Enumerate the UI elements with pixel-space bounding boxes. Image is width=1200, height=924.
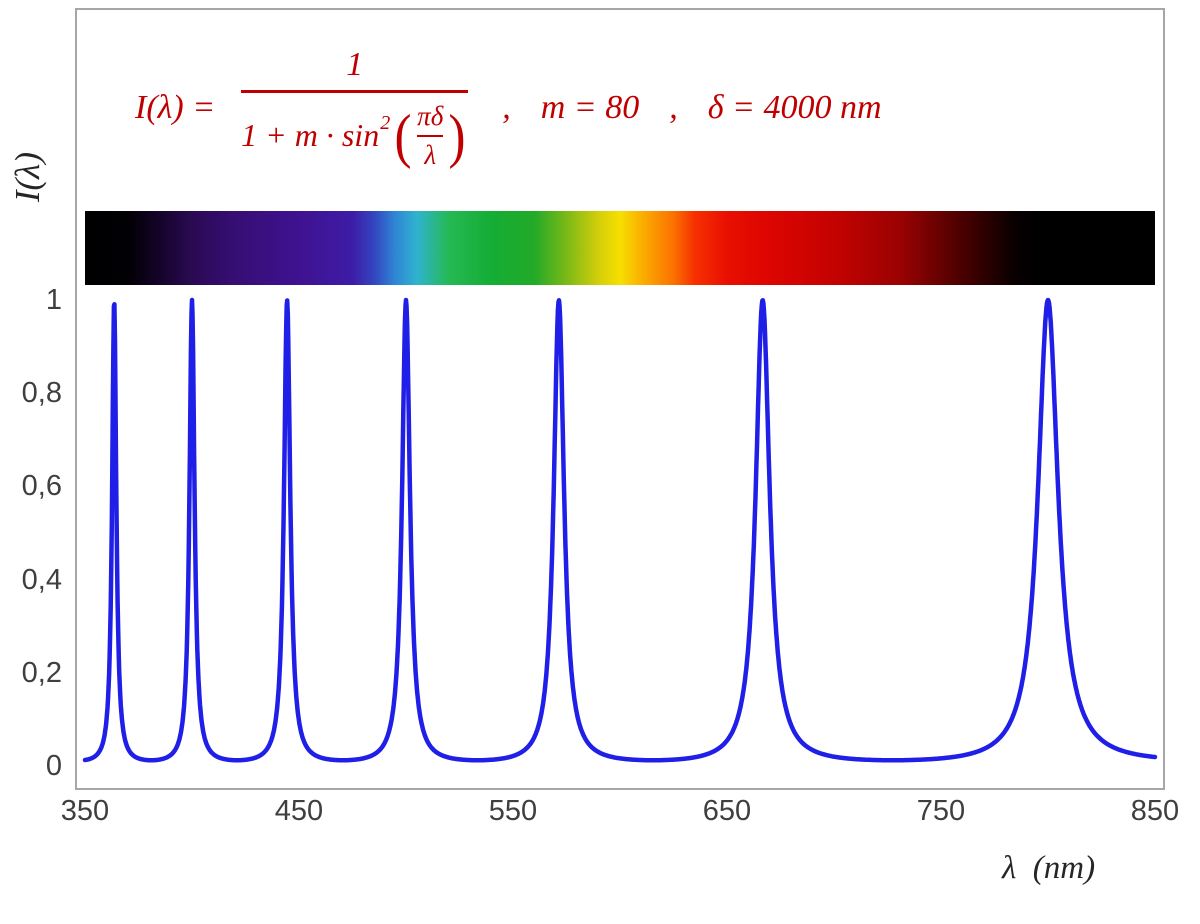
x-tick-label: 750 (916, 795, 966, 827)
x-tick-label: 650 (702, 795, 752, 827)
y-tick-label: 0,8 (21, 377, 62, 410)
x-tick-label: 450 (274, 795, 324, 827)
fraction-denominator: 1 + m · sin 2 ( πδ λ ) (241, 93, 468, 171)
intensity-chart (82, 297, 1158, 763)
x-tick-label: 550 (488, 795, 538, 827)
x-tick-label: 350 (60, 795, 110, 827)
formula-comma: , (669, 89, 678, 126)
fraction-numerator: 1 (346, 45, 364, 83)
left-paren: ( (394, 102, 412, 169)
intensity-curve (82, 297, 1158, 763)
denominator-exponent: 2 (380, 112, 391, 134)
formula-comma: , (502, 89, 511, 126)
inner-fraction: πδ λ (417, 100, 444, 171)
x-tick-label: 850 (1130, 795, 1180, 827)
right-paren: ) (448, 102, 466, 169)
inner-fraction-bar (417, 134, 444, 137)
formula: I(λ) = 1 1 + m · sin 2 ( πδ λ ) , m = 80 … (135, 24, 888, 192)
y-tick-label: 0,2 (21, 656, 62, 689)
inner-denominator: λ (424, 139, 437, 170)
y-axis-title: I(λ) (8, 152, 47, 203)
spectrum-bar (85, 211, 1155, 285)
y-tick-label: 0 (45, 750, 62, 782)
plot-frame: I(λ) = 1 1 + m · sin 2 ( πδ λ ) , m = 80 … (75, 8, 1165, 790)
denominator-prefix: 1 + m · sin (241, 117, 380, 153)
y-tick-label: 0,6 (21, 470, 62, 503)
fraction-bar (241, 89, 469, 93)
formula-fraction: 1 1 + m · sin 2 ( πδ λ ) (241, 45, 469, 171)
param-delta: δ = 4000 nm (707, 89, 882, 126)
formula-lhs: I(λ) = (135, 89, 216, 126)
param-m: m = 80 (540, 89, 640, 126)
y-tick-label: 0,4 (21, 563, 62, 596)
inner-numerator: πδ (417, 100, 444, 131)
y-tick-label: 1 (45, 284, 62, 316)
x-axis-title: λ (nm) (1002, 850, 1096, 886)
